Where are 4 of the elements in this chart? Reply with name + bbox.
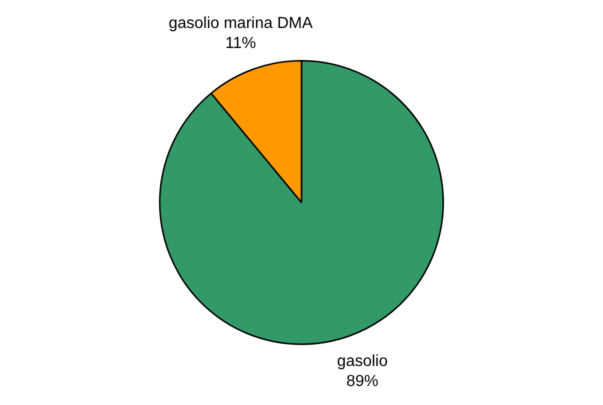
data-label: 11% [225,34,256,52]
slice-label: gasolio marina DMA [168,14,313,32]
slice-label: gasolio [337,353,388,370]
data-label: 89% [346,373,378,390]
